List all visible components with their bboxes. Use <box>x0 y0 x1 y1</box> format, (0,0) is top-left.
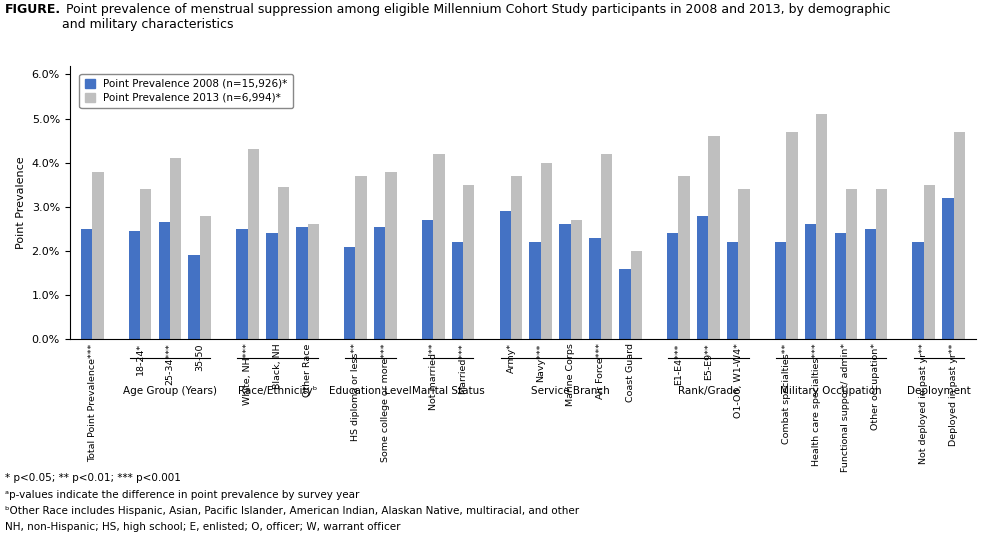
Legend: Point Prevalence 2008 (n=15,926)*, Point Prevalence 2013 (n=6,994)*: Point Prevalence 2008 (n=15,926)*, Point… <box>80 74 293 108</box>
Bar <box>667 233 678 339</box>
Bar <box>630 251 642 339</box>
Bar <box>374 226 385 339</box>
Bar <box>571 220 582 339</box>
Bar <box>816 114 828 339</box>
Bar <box>875 189 887 339</box>
Text: Marital Status: Marital Status <box>411 386 484 395</box>
Bar <box>81 229 93 339</box>
Bar <box>296 226 308 339</box>
Bar <box>500 211 511 339</box>
Text: * p<0.05; ** p<0.01; *** p<0.001: * p<0.05; ** p<0.01; *** p<0.001 <box>5 473 181 483</box>
Bar <box>452 242 463 339</box>
Bar <box>236 229 248 339</box>
Bar <box>541 162 552 339</box>
Bar <box>158 222 170 339</box>
Text: Service Branch: Service Branch <box>532 386 611 395</box>
Bar <box>942 198 953 339</box>
Bar <box>356 176 367 339</box>
Bar <box>775 242 786 339</box>
Text: Rank/Grade: Rank/Grade <box>677 386 739 395</box>
Bar <box>200 216 211 339</box>
Bar <box>433 154 444 339</box>
Text: ᵇOther Race includes Hispanic, Asian, Pacific Islander, American Indian, Alaskan: ᵇOther Race includes Hispanic, Asian, Pa… <box>5 506 579 516</box>
Bar <box>93 172 104 339</box>
Text: FIGURE.: FIGURE. <box>5 3 61 16</box>
Bar <box>463 185 474 339</box>
Y-axis label: Point Prevalence: Point Prevalence <box>16 156 26 249</box>
Bar <box>923 185 935 339</box>
Text: Military Occupation: Military Occupation <box>780 386 881 395</box>
Text: Age Group (Years): Age Group (Years) <box>123 386 217 395</box>
Bar <box>590 238 601 339</box>
Bar <box>601 154 612 339</box>
Bar <box>344 247 356 339</box>
Bar <box>953 132 965 339</box>
Bar <box>620 269 630 339</box>
Bar <box>385 172 396 339</box>
Bar <box>678 176 690 339</box>
Bar <box>170 158 181 339</box>
Bar <box>846 189 858 339</box>
Text: Education Level: Education Level <box>329 386 411 395</box>
Text: NH, non-Hispanic; HS, high school; E, enlisted; O, officer; W, warrant officer: NH, non-Hispanic; HS, high school; E, en… <box>5 522 400 532</box>
Bar <box>266 233 278 339</box>
Bar <box>786 132 798 339</box>
Text: Deployment: Deployment <box>906 386 970 395</box>
Bar <box>865 229 875 339</box>
Bar <box>128 231 140 339</box>
Bar <box>912 242 923 339</box>
Bar <box>188 255 200 339</box>
Bar <box>805 224 816 339</box>
Bar <box>530 242 541 339</box>
Bar <box>727 242 738 339</box>
Bar <box>511 176 522 339</box>
Bar <box>140 189 151 339</box>
Bar <box>421 220 433 339</box>
Bar <box>278 187 289 339</box>
Bar <box>835 233 846 339</box>
Text: Race/Ethnicityᵇ: Race/Ethnicityᵇ <box>238 386 318 395</box>
Bar <box>308 224 319 339</box>
Bar <box>697 216 708 339</box>
Text: Point prevalence of menstrual suppression among eligible Millennium Cohort Study: Point prevalence of menstrual suppressio… <box>62 3 890 31</box>
Bar <box>560 224 571 339</box>
Bar <box>708 136 720 339</box>
Bar <box>738 189 750 339</box>
Text: ᵃp-values indicate the difference in point prevalence by survey year: ᵃp-values indicate the difference in poi… <box>5 490 360 499</box>
Bar <box>248 149 259 339</box>
